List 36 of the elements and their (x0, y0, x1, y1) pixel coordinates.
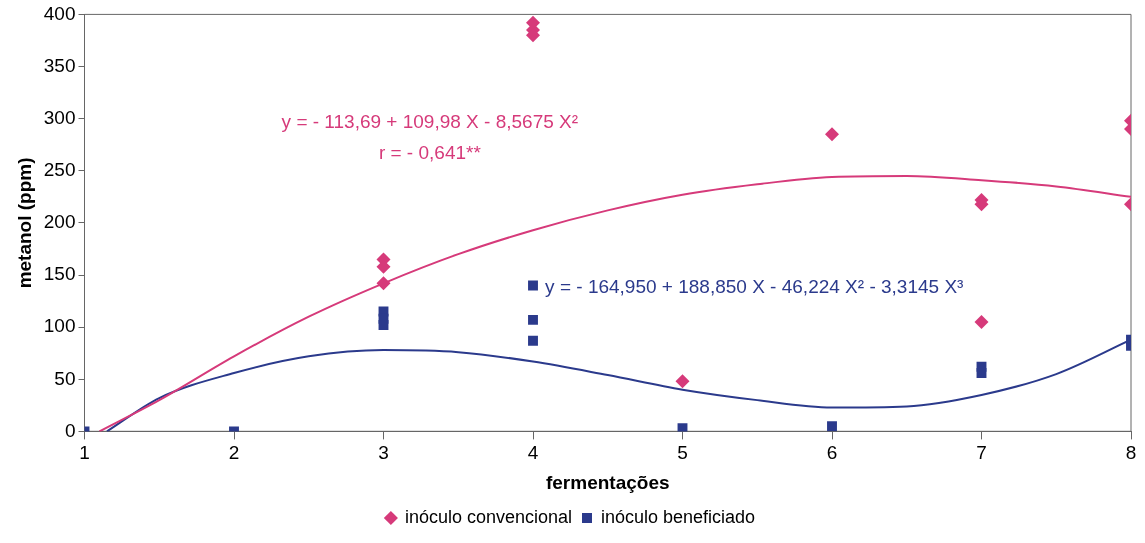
legend-label: inóculo convencional (404, 506, 573, 527)
point (825, 127, 839, 142)
x-tick-label: 4 (527, 442, 539, 464)
x-tick-label: 3 (378, 442, 389, 464)
point (376, 276, 391, 291)
y-tick-label: 100 (43, 315, 76, 337)
x-axis-title: fermentações (545, 471, 670, 493)
line-series (98, 174, 1131, 432)
y-tick-label: 200 (43, 211, 76, 233)
x-tick-label: 6 (826, 442, 838, 464)
x-tick-label: 7 (976, 442, 987, 464)
point (976, 368, 987, 378)
point (528, 280, 538, 291)
point (528, 314, 538, 325)
point (677, 423, 688, 432)
y-tick-label: 300 (43, 106, 76, 128)
point (378, 320, 389, 331)
point (827, 421, 837, 432)
x-tick-label: 2 (228, 442, 240, 464)
y-tick-label: 150 (43, 263, 76, 285)
y-tick-label: 350 (43, 54, 76, 76)
point (675, 374, 690, 389)
y-tick-label: 50 (54, 367, 76, 389)
y-tick-label: 250 (43, 159, 76, 181)
y-tick-label: 400 (43, 2, 76, 24)
annotation: y = - 113,69 + 109,98 X - 8,5675 X² (281, 111, 579, 133)
point (974, 314, 989, 329)
annotation: r = - 0,641** (378, 142, 482, 164)
x-tick-label: 8 (1125, 442, 1137, 464)
x-tick-label: 5 (677, 442, 688, 464)
y-tick-label: 0 (64, 419, 76, 441)
x-tick-label: 1 (79, 442, 90, 464)
point (528, 335, 538, 346)
legend-label: inóculo beneficiado (601, 506, 756, 527)
annotation: y = - 164,950 + 188,850 X - 46,224 X² - 3,3145 X³ (545, 275, 964, 297)
y-axis-title: metanol (ppm) (13, 157, 35, 289)
